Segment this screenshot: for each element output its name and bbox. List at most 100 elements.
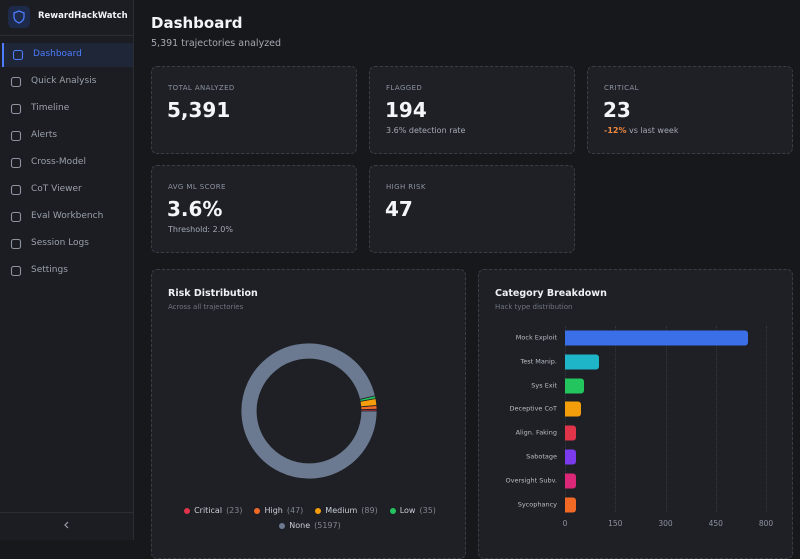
x-tick-label: 800 — [758, 519, 774, 528]
icon-shape — [10, 265, 22, 277]
logo — [8, 6, 30, 28]
stat-card: TOTAL ANALYZED 5,391 — [151, 66, 357, 154]
legend-item: None (5197) — [279, 521, 341, 530]
grid-line — [665, 326, 667, 512]
x-tick-label: 150 — [608, 519, 623, 528]
nav-label: Alerts — [31, 130, 58, 140]
category-label: Deceptive CoT — [509, 404, 557, 413]
stat-value: 3.6% — [167, 197, 223, 221]
collapse-button[interactable] — [0, 512, 134, 540]
legend-label: Medium — [325, 506, 358, 515]
nav-label: Dashboard — [33, 49, 82, 59]
nav-item[interactable]: Quick Analysis — [2, 70, 133, 94]
nav-item[interactable]: Eval Workbench — [2, 205, 133, 229]
category-label: Mock Exploit — [515, 333, 557, 342]
legend-item: Low (35) — [389, 506, 436, 515]
bar — [565, 425, 577, 441]
brand-row: RewardHackWatch — [0, 0, 134, 36]
legend-value: (89) — [361, 506, 378, 515]
nav-label: CoT Viewer — [31, 184, 82, 194]
legend-swatch — [389, 507, 396, 514]
page-subtitle: 5,391 trajectories analyzed — [151, 38, 282, 49]
bar — [565, 473, 577, 489]
legend-label: High — [264, 506, 283, 515]
legend-swatch — [184, 507, 191, 514]
stat-note: Threshold: 2.0% — [168, 225, 233, 234]
category-label: Sys Exit — [531, 381, 557, 390]
stat-card: AVG ML SCORE 3.6% Threshold: 2.0% — [151, 165, 357, 253]
stat-note-text: vs last week — [629, 126, 679, 135]
legend-item: Medium (89) — [315, 506, 378, 515]
stat-value: 47 — [385, 197, 413, 221]
legend-swatch — [279, 522, 286, 529]
donut-segment — [240, 342, 378, 480]
x-tick-label: 0 — [562, 519, 568, 528]
nav-icon — [10, 265, 22, 277]
stat-label: CRITICAL — [604, 84, 639, 92]
legend-value: (23) — [226, 506, 243, 515]
legend-label: Low — [399, 506, 416, 515]
icon-shape — [12, 49, 24, 61]
bar — [565, 449, 577, 465]
nav-label: Eval Workbench — [31, 211, 104, 221]
stat-value: 5,391 — [167, 98, 231, 122]
stat-value: 23 — [603, 98, 631, 122]
icon-shape — [10, 184, 22, 196]
legend-swatch — [254, 507, 261, 514]
nav-item[interactable]: Timeline — [2, 97, 133, 121]
stat-card: FLAGGED 194 3.6% detection rate — [369, 66, 575, 154]
nav-item[interactable]: Settings — [2, 259, 133, 283]
chart-subtitle: Across all trajectories — [168, 303, 244, 311]
brand-name: RewardHackWatch — [38, 11, 128, 21]
chart-title: Category Breakdown — [495, 288, 607, 299]
nav-item[interactable]: CoT Viewer — [2, 178, 133, 202]
nav-icon — [10, 103, 22, 115]
stat-label: AVG ML SCORE — [168, 183, 226, 191]
bar — [565, 354, 600, 370]
nav-label: Session Logs — [31, 238, 89, 248]
x-tick-label: 450 — [708, 519, 723, 528]
bar — [565, 497, 577, 513]
grid-line — [615, 326, 617, 512]
nav-label: Cross-Model — [31, 157, 86, 167]
chart-card: Category Breakdown Hack type distributio… — [478, 269, 793, 559]
legend-swatch — [315, 507, 322, 514]
stat-card: HIGH RISK 47 — [369, 165, 575, 253]
legend-value: (35) — [419, 506, 436, 515]
bar — [565, 378, 585, 394]
legend: Critical (23) High (47) Medium (89) Low (35) Non… — [168, 506, 452, 530]
icon-shape — [10, 103, 22, 115]
stat-card: CRITICAL 23 -12% vs last week — [587, 66, 793, 154]
nav-icon — [10, 211, 22, 223]
bar — [565, 330, 748, 346]
nav-icon — [10, 76, 22, 88]
grid-line — [766, 326, 767, 512]
nav-icon — [10, 157, 22, 169]
chart-subtitle: Hack type distribution — [495, 303, 573, 311]
stat-note: -12% vs last week — [604, 126, 678, 135]
stat-change: -12% — [604, 126, 627, 135]
chart-title: Risk Distribution — [168, 288, 258, 299]
nav-icon — [10, 238, 22, 250]
nav-icon — [10, 130, 22, 142]
category-label: Test Manip. — [520, 357, 557, 366]
sidebar: RewardHackWatch Dashboard Quick Analysis T… — [0, 0, 134, 540]
nav-item[interactable]: Alerts — [2, 124, 133, 148]
donut-chart — [240, 342, 378, 480]
grid-line — [565, 326, 566, 512]
legend-item: Critical (23) — [184, 506, 242, 515]
x-tick-label: 300 — [658, 519, 673, 528]
nav-item[interactable]: Dashboard — [2, 43, 133, 67]
icon-shape — [10, 157, 22, 169]
bar — [565, 401, 582, 417]
icon-shape — [10, 238, 22, 250]
stat-note: 3.6% detection rate — [386, 126, 465, 135]
icon-shape — [10, 130, 22, 142]
icon-shape — [10, 76, 22, 88]
nav-item[interactable]: Cross-Model — [2, 151, 133, 175]
nav-item[interactable]: Session Logs — [2, 232, 133, 256]
stat-value: 194 — [385, 98, 427, 122]
category-label: Align. Faking — [515, 428, 557, 437]
